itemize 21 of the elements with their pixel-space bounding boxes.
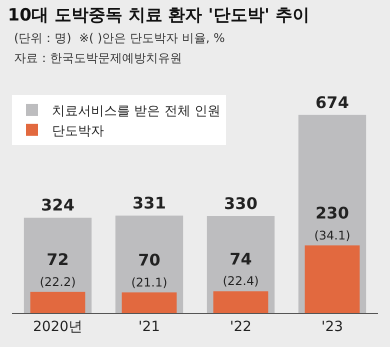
bar bbox=[30, 292, 86, 313]
data-label: 674 bbox=[316, 92, 349, 112]
data-label: 70 (21.1) bbox=[131, 250, 168, 290]
legend-label: 단도박자 bbox=[52, 124, 104, 139]
chart-title: 10대 도박중독 치료 환자 '단도박' 추이 bbox=[8, 6, 310, 26]
data-label: 324 bbox=[41, 196, 74, 215]
bar bbox=[304, 245, 360, 313]
data-label: 331 bbox=[132, 194, 166, 213]
chart-subtitle: (단위：명) ※( )안은 단도박자 비율, % bbox=[14, 31, 225, 45]
x-tick-label: 2020년 bbox=[32, 318, 83, 335]
x-tick-label: '23 bbox=[321, 318, 344, 335]
bar bbox=[213, 291, 268, 313]
text: 자료：한국도박문제예방치유원 bbox=[14, 51, 182, 65]
bar bbox=[122, 292, 177, 313]
data-label: 330 bbox=[224, 194, 258, 213]
data-label: 74 (22.4) bbox=[222, 249, 259, 288]
data-label: 72 (22.2) bbox=[40, 250, 76, 289]
x-tick-label: '21 bbox=[138, 318, 160, 335]
legend-label: 치료서비스를 받은 전체 인원 bbox=[52, 104, 220, 120]
x-tick-label: '22 bbox=[230, 318, 252, 335]
data-label: 230 (34.1) bbox=[314, 204, 350, 242]
